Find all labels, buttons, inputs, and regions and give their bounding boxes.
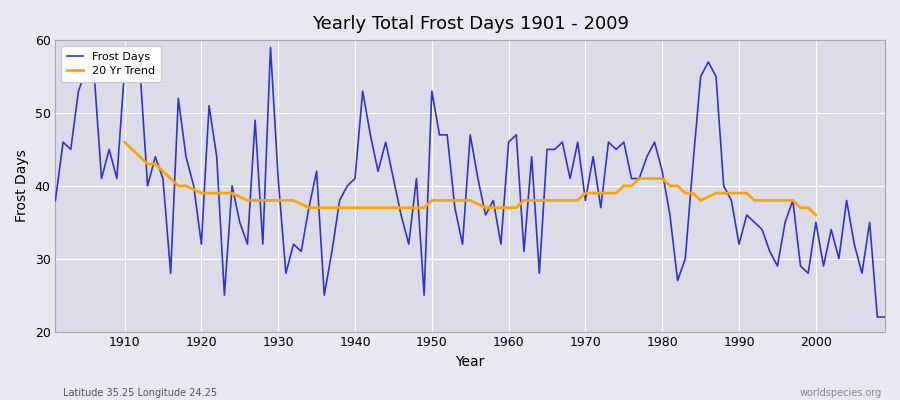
- Frost Days: [50, 198, 61, 203]
- Frost Days: [288, 242, 299, 246]
- 20 Yr Trend: [281, 198, 292, 203]
- Text: worldspecies.org: worldspecies.org: [800, 388, 882, 398]
- Legend: Frost Days, 20 Yr Trend: Frost Days, 20 Yr Trend: [61, 46, 161, 82]
- 20 Yr Trend: [811, 212, 822, 217]
- Frost Days: [879, 315, 890, 320]
- Text: Latitude 35.25 Longitude 24.25: Latitude 35.25 Longitude 24.25: [63, 388, 217, 398]
- Frost Days: [266, 45, 276, 50]
- Frost Days: [872, 315, 883, 320]
- Frost Days: [112, 176, 122, 181]
- 20 Yr Trend: [296, 202, 307, 206]
- Line: 20 Yr Trend: 20 Yr Trend: [124, 142, 816, 215]
- Frost Days: [603, 140, 614, 144]
- Y-axis label: Frost Days: Frost Days: [15, 150, 29, 222]
- Frost Days: [503, 140, 514, 144]
- X-axis label: Year: Year: [455, 355, 485, 369]
- 20 Yr Trend: [119, 140, 130, 144]
- 20 Yr Trend: [203, 191, 214, 196]
- Frost Days: [511, 132, 522, 137]
- Title: Yearly Total Frost Days 1901 - 2009: Yearly Total Frost Days 1901 - 2009: [311, 15, 629, 33]
- Frost Days: [334, 198, 345, 203]
- 20 Yr Trend: [795, 205, 806, 210]
- 20 Yr Trend: [788, 198, 798, 203]
- 20 Yr Trend: [703, 194, 714, 199]
- Line: Frost Days: Frost Days: [56, 47, 885, 317]
